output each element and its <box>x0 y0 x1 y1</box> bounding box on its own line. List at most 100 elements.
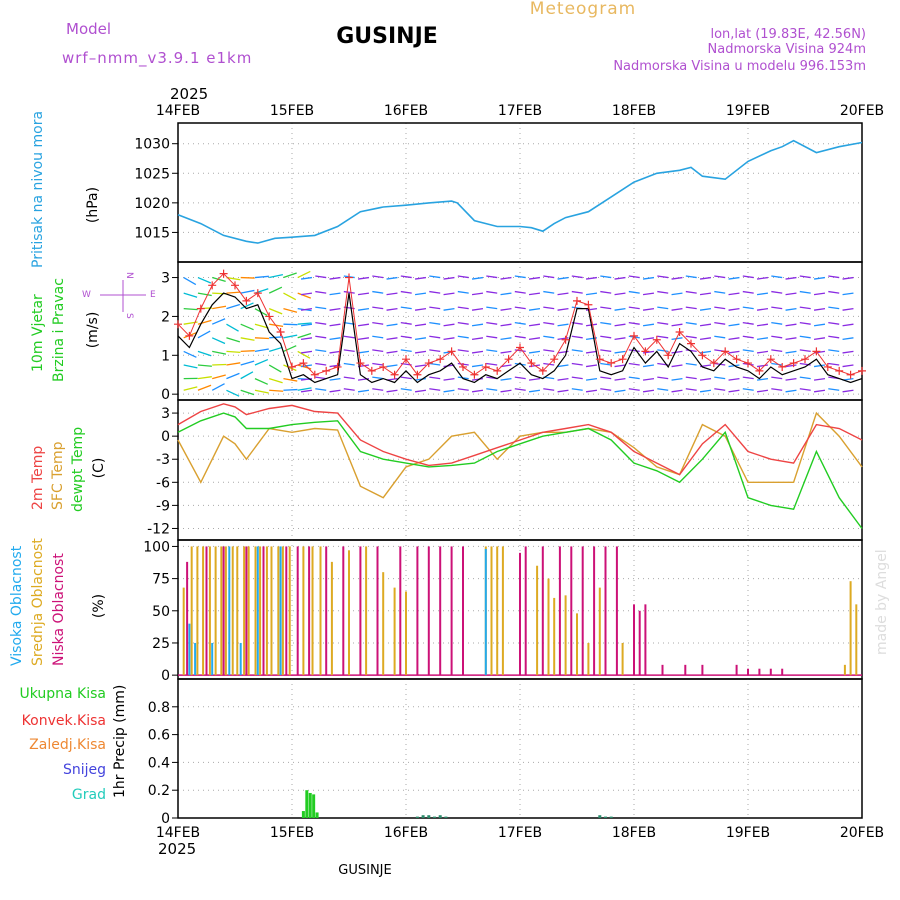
wind-arrow <box>429 335 441 339</box>
wind-arrow <box>357 308 370 311</box>
wind-arrow <box>226 337 241 343</box>
cloud-low-bar <box>581 546 584 676</box>
wind-arrow <box>372 290 384 294</box>
gust-marker <box>652 335 661 344</box>
wind-arrow <box>714 335 726 339</box>
pressure-line <box>177 139 863 244</box>
cloud-low-bar <box>593 546 596 676</box>
wind-arrow <box>329 377 341 381</box>
wind-arrow <box>614 389 626 393</box>
wind-arrow <box>471 276 484 280</box>
wind-arrow <box>212 374 226 380</box>
wind-arrow <box>671 337 683 340</box>
wind-arrow <box>614 323 626 327</box>
wind-arrow <box>457 275 469 279</box>
y-tick-label: 2 <box>161 309 170 325</box>
cloud-mid-bar <box>319 546 322 676</box>
wind-arrow <box>756 276 769 280</box>
cloud-mid-bar <box>405 591 407 676</box>
wind-arrow <box>657 306 669 310</box>
wind-arrow <box>671 364 683 368</box>
wind-arrow <box>315 335 327 339</box>
wind-arrow <box>756 308 769 311</box>
precip-legend: Ukupna Kisa Konvek.Kisa Zaledj.Kisa Snij… <box>19 686 106 803</box>
wind-arrow <box>771 335 783 339</box>
cloud-low-bar <box>186 561 189 676</box>
wind-arrow <box>600 335 612 339</box>
wind-arrow <box>500 308 512 311</box>
wind-arrow <box>414 377 427 381</box>
footer-title: GUSINJE <box>338 863 391 878</box>
gust-marker <box>561 335 570 344</box>
cloud-low-bar <box>758 668 761 676</box>
wind-arrow <box>386 364 398 368</box>
wind-arrow <box>642 292 655 296</box>
gust-marker <box>858 366 866 375</box>
wind-arrow <box>183 276 197 286</box>
pressure-unit: (hPa) <box>85 187 101 223</box>
wind-arrow <box>226 323 239 332</box>
cloud-low-bar <box>262 546 265 676</box>
wind-arrow <box>828 335 840 339</box>
wind-arrow <box>514 362 526 366</box>
gust-marker <box>687 339 695 348</box>
cloud-low-ylabel: Niska Oblacnost <box>51 553 67 666</box>
wind-arrow <box>400 290 412 294</box>
model-name: wrf–nmm_v3.9.1 e1km <box>62 49 252 68</box>
wind-arrow <box>671 377 683 381</box>
gust-marker <box>709 359 718 368</box>
wind-arrow <box>443 292 455 296</box>
cloud-mid-bar <box>490 546 493 676</box>
wind-arrow <box>400 388 412 391</box>
wind-arrow <box>414 323 427 327</box>
x-tick-label: 15FEB <box>270 825 314 841</box>
wind-arrow <box>685 349 697 353</box>
wind-arrow <box>254 358 269 366</box>
model-altitude-label: Nadmorska Visina u modelu 996.153m <box>613 59 866 74</box>
wind-arrow <box>657 275 669 279</box>
cloud-mid-bar <box>536 565 539 676</box>
wind-arrow <box>628 362 640 366</box>
gust-marker <box>516 343 524 352</box>
wind-arrow <box>343 335 355 339</box>
wind-arrow <box>657 388 669 391</box>
wind-arrow <box>585 292 598 296</box>
wind-arrow <box>226 291 241 294</box>
cloud-high-bar <box>279 546 282 676</box>
cloud-mid-bar <box>220 546 223 676</box>
wind-arrow <box>528 323 541 327</box>
compass-n: N <box>124 272 134 279</box>
precip-bar <box>598 815 602 818</box>
wind-arrow <box>183 307 198 311</box>
cloud-low-bar <box>633 604 635 676</box>
gust-marker <box>721 347 730 356</box>
precip-bar <box>604 816 607 818</box>
wind-arrow <box>226 276 241 281</box>
wind-arrow <box>414 364 427 368</box>
precip-bar <box>609 816 613 818</box>
wind-arrow <box>457 290 469 294</box>
precip-bar <box>444 816 448 818</box>
wind-arrow <box>571 335 583 339</box>
wind-arrow <box>443 323 455 327</box>
wind-arrow <box>813 323 826 327</box>
gust-marker <box>174 320 182 329</box>
wind-arrow <box>514 335 526 339</box>
wind-arrow <box>240 389 255 396</box>
wind-arrow <box>628 376 640 380</box>
wind-arrow <box>699 389 712 393</box>
cloud-low-bar <box>604 546 607 676</box>
cloud-low-bar <box>222 546 225 676</box>
cloud-mid-bar <box>849 581 852 676</box>
wind-arrow <box>771 275 783 279</box>
cloud-mid-bar <box>365 546 368 676</box>
wind-arrow <box>500 292 512 296</box>
wind-arrow <box>571 290 583 294</box>
y-tick-label: 0.2 <box>148 783 170 799</box>
x-tick-label: 16FEB <box>384 825 428 841</box>
wind-arrow <box>414 350 427 354</box>
wind-arrow <box>742 376 754 380</box>
wind-arrow <box>357 276 370 280</box>
precip-bar <box>315 812 319 818</box>
x-tick-label: 14FEB <box>156 825 200 841</box>
